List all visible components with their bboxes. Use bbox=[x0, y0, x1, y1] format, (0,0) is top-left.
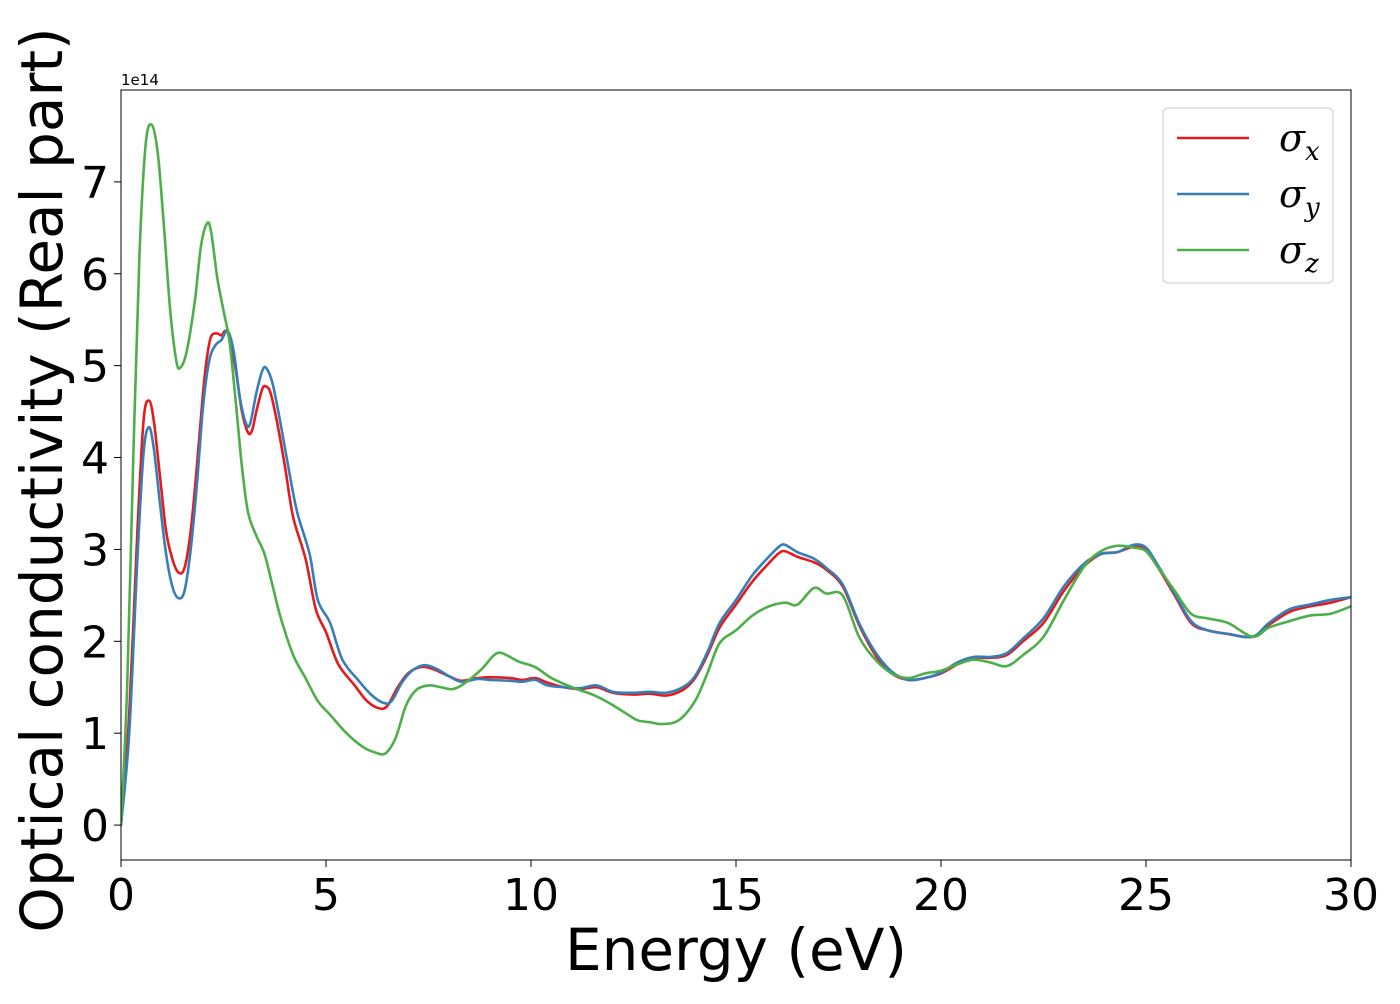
y-tick-label: 6 bbox=[81, 250, 109, 301]
series-line-y bbox=[121, 329, 1351, 827]
x-tick-label: 0 bbox=[107, 870, 135, 921]
x-tick-label: 5 bbox=[312, 870, 340, 921]
x-tick-label: 30 bbox=[1323, 870, 1379, 921]
legend-box bbox=[1162, 107, 1334, 284]
y-tick-label: 2 bbox=[81, 617, 109, 668]
series-line-x bbox=[121, 329, 1351, 827]
y-axis-title: Optical conductivity (Real part) bbox=[8, 27, 76, 932]
y-offset-text: 1e14 bbox=[121, 71, 159, 89]
x-tick-label: 25 bbox=[1118, 870, 1174, 921]
series-line-z bbox=[121, 123, 1351, 827]
x-tick-label: 10 bbox=[503, 870, 559, 921]
series-lines bbox=[121, 123, 1351, 827]
x-axis: 0 5 10 15 20 25 30 bbox=[107, 860, 1379, 921]
x-tick-label: 15 bbox=[708, 870, 764, 921]
y-tick-label: 3 bbox=[81, 525, 109, 576]
y-tick-label: 7 bbox=[81, 158, 109, 209]
x-axis-title: Energy (eV) bbox=[565, 916, 907, 984]
x-tick-label: 20 bbox=[913, 870, 969, 921]
y-tick-label: 5 bbox=[81, 342, 109, 393]
y-tick-label: 0 bbox=[81, 801, 109, 852]
y-tick-label: 4 bbox=[81, 434, 109, 485]
y-axis: 0 1 2 3 4 5 6 7 bbox=[81, 158, 121, 852]
y-tick-label: 1 bbox=[81, 709, 109, 760]
